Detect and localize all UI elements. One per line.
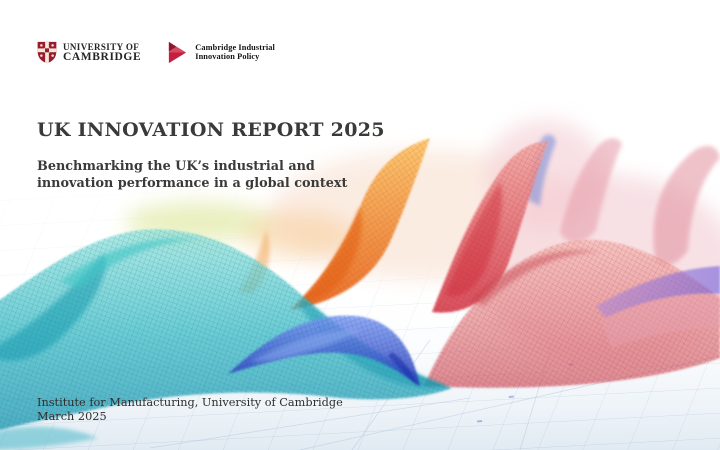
red-plume bbox=[432, 141, 548, 313]
uc-wordmark-line1: UNIVERSITY OF bbox=[63, 42, 140, 52]
report-subtitle: Benchmarking the UK’s industrial and inn… bbox=[37, 159, 347, 192]
report-title: UK INNOVATION REPORT 2025 bbox=[37, 119, 385, 141]
footer-institute: Institute for Manufacturing, University … bbox=[37, 396, 343, 409]
ciip-wordmark-line2: Innovation Policy bbox=[195, 51, 260, 61]
uc-wordmark-line2: CAMBRIDGE bbox=[63, 51, 142, 63]
cambridge-shield-icon bbox=[37, 41, 57, 64]
footer-date: March 2025 bbox=[37, 410, 107, 423]
ciip-logo: Cambridge Industrial Innovation Policy bbox=[168, 41, 275, 64]
cover-footer: Institute for Manufacturing, University … bbox=[37, 396, 343, 424]
report-subtitle-line1: Benchmarking the UK’s industrial and bbox=[37, 159, 315, 174]
ciip-wordmark-line1: Cambridge Industrial bbox=[195, 42, 275, 52]
red-mesh-wave bbox=[424, 239, 720, 388]
university-of-cambridge-wordmark: UNIVERSITY OF CAMBRIDGE bbox=[63, 42, 141, 63]
blue-wave bbox=[228, 315, 420, 386]
pink-right-waves bbox=[528, 134, 720, 266]
university-of-cambridge-logo: UNIVERSITY OF CAMBRIDGE bbox=[37, 41, 141, 64]
logo-lockup: UNIVERSITY OF CAMBRIDGE Cambridge Indust… bbox=[37, 41, 275, 64]
teal-wave bbox=[0, 229, 452, 450]
report-subtitle-line2: innovation performance in a global conte… bbox=[37, 175, 348, 191]
ciip-wordmark: Cambridge Industrial Innovation Policy bbox=[195, 42, 275, 62]
red-arrow-icon bbox=[169, 41, 187, 64]
